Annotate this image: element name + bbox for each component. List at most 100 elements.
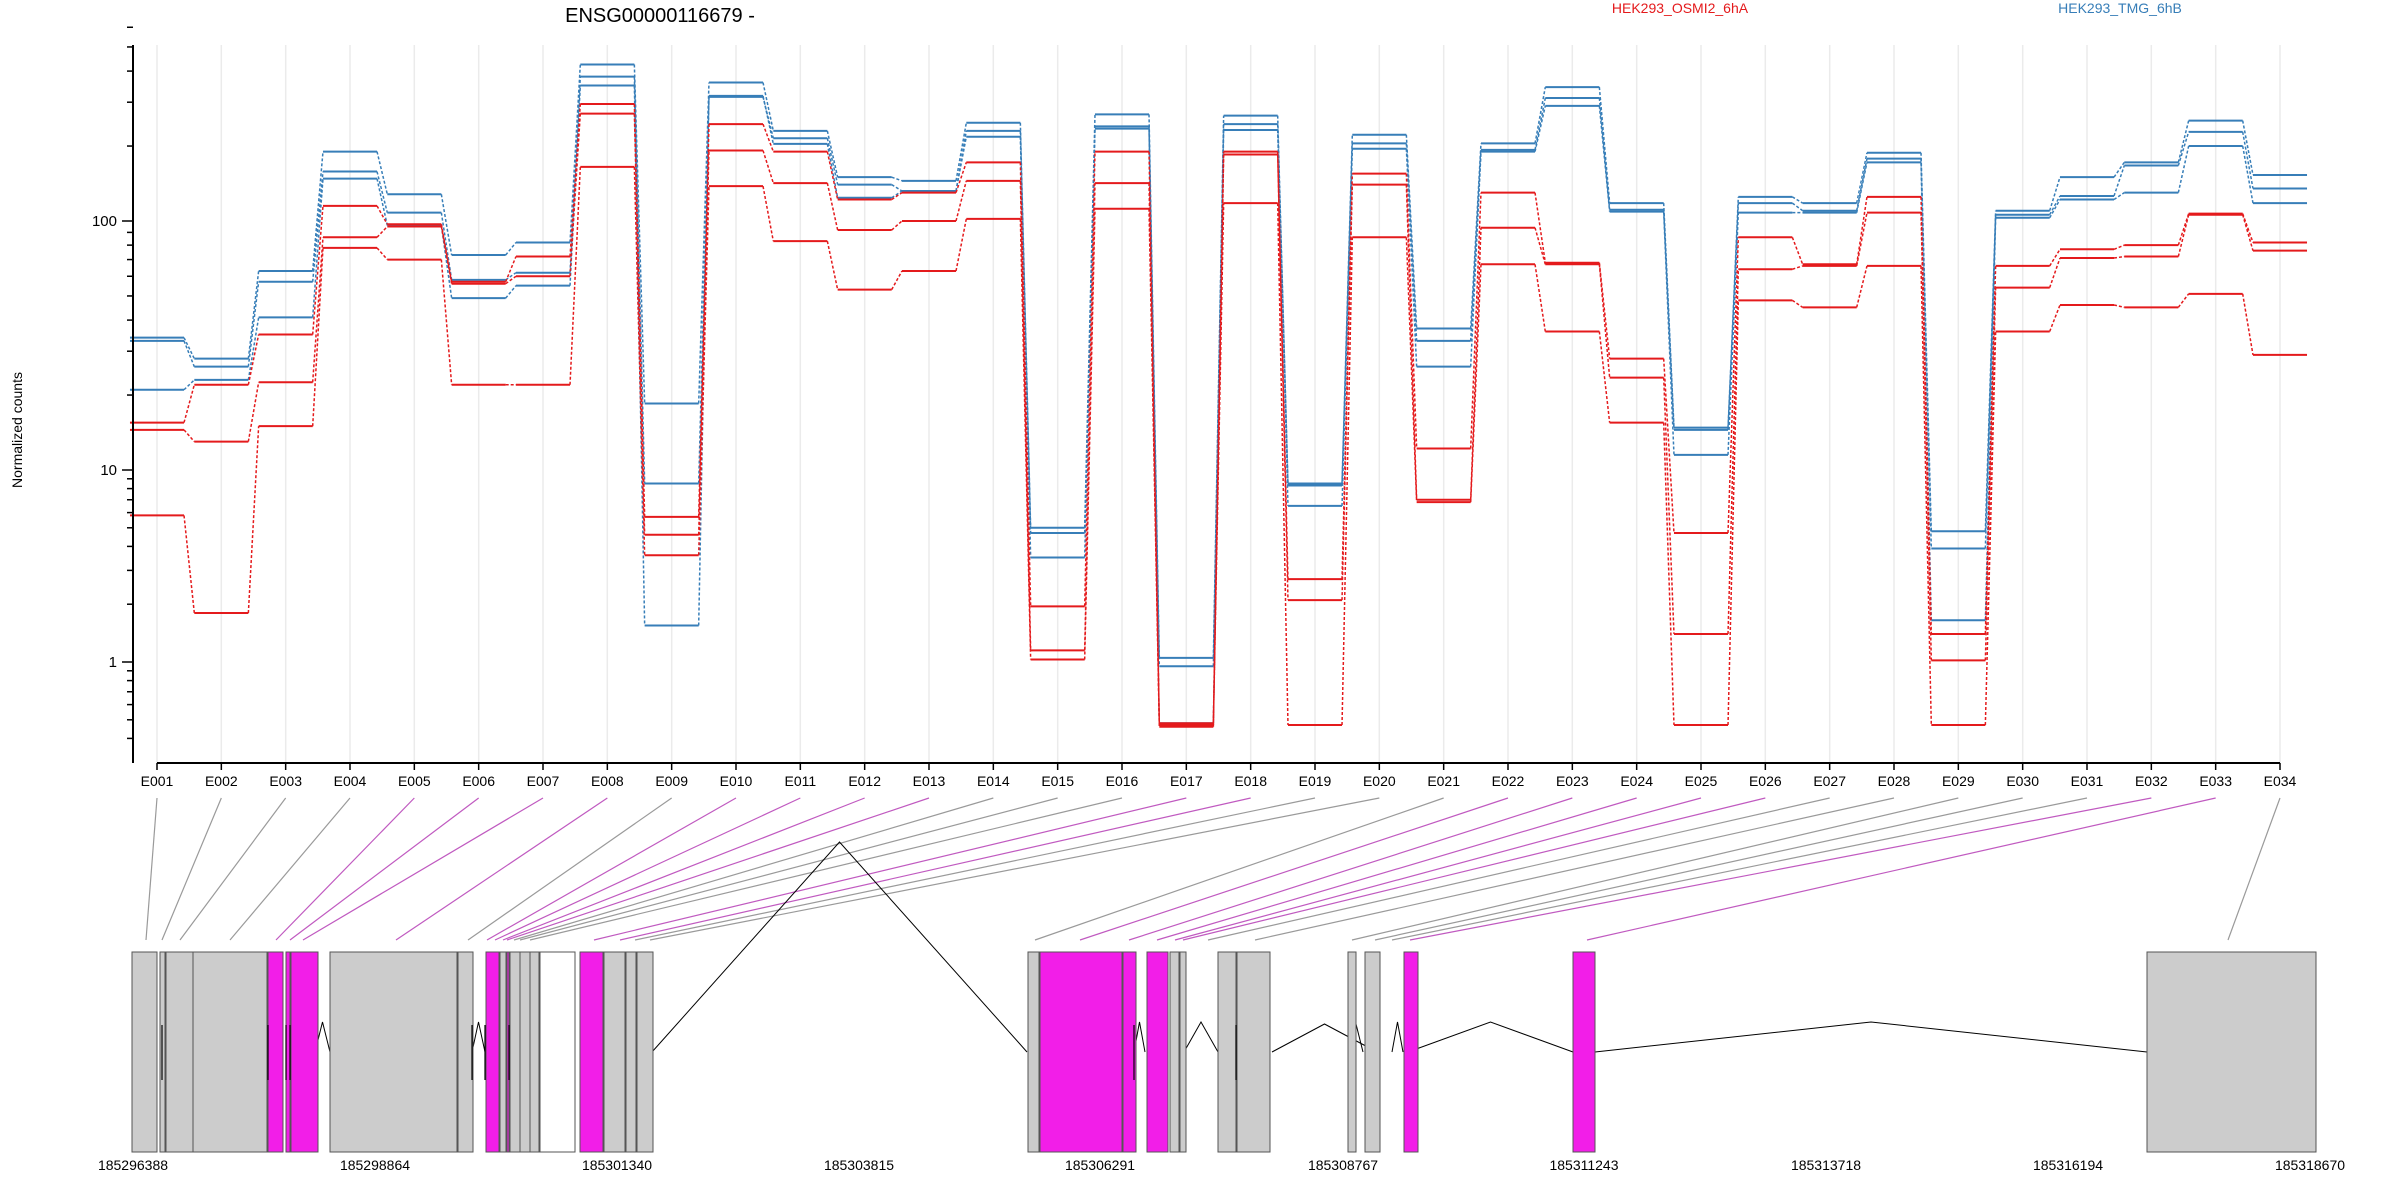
exon-transition [1598,262,1611,359]
intron-line [1407,1021,1574,1053]
exon-transition [247,317,260,381]
exon-transition [1598,264,1611,378]
exon-transition [1727,269,1740,634]
exon-block-highlighted [1039,951,1123,1153]
exon-transition [762,150,775,184]
exon-connector [467,797,673,941]
exon-transition [1791,237,1804,265]
exon-transition [1276,151,1289,580]
x-tick-label-e003: E003 [269,773,302,789]
exon-connector [1182,797,1766,941]
exon-transition [440,194,453,256]
exon-transition [2177,293,2190,308]
exon-block-highlighted [1146,951,1169,1153]
exon-transition [1727,203,1740,430]
exon-transition [505,241,517,256]
exon-block [457,951,474,1153]
exon-transition [2177,145,2190,193]
genomic-coordinate: 185303815 [824,1157,894,1173]
exon-transition [762,95,775,145]
exon-transition [1405,173,1418,449]
exon-block [509,951,521,1153]
exon-block-highlighted [1122,951,1137,1153]
exon-transition [2177,213,2190,246]
exon-connector [1128,797,1573,941]
exon-transition [1083,208,1096,660]
exon-transition [2241,120,2254,176]
exon-transition [1855,196,1868,265]
exon-connector [486,797,737,941]
exon-transition [311,171,324,282]
x-tick-label-e029: E029 [1942,773,1975,789]
exon-transition [1469,151,1482,367]
exon-transition [376,205,388,225]
x-tick-label-e028: E028 [1878,773,1911,789]
x-tick-label-e030: E030 [2006,773,2039,789]
exon-transition [955,218,968,272]
exon-transition [311,178,324,318]
exon-transition [1920,152,1933,532]
exon-transition [183,429,195,443]
exon-transition [247,334,260,385]
exon-block [1169,951,1180,1153]
axes: 1 10 100 E001 E002 E003 E004 E005 E006 E007 E008 E0… [92,26,2297,789]
exon-transition [2049,248,2061,267]
x-tick-label-e004: E004 [334,773,367,789]
exon-connector [1254,797,1895,941]
exon-block [192,951,268,1153]
exon-transition [1019,136,1032,558]
exon-transition [1598,331,1611,423]
exon-transition [826,182,839,231]
x-tick-label-e020: E020 [1363,773,1396,789]
exon-transition [1469,227,1482,500]
exon-transition [1855,265,1868,308]
x-tick-label-e013: E013 [913,773,946,789]
exon-block-highlighted [290,951,319,1153]
exon-transition [1662,358,1675,534]
exon-transition [1984,331,1997,725]
exon-transition [1212,154,1225,727]
exon-connector [1156,797,1637,941]
exon-transition [1791,202,1804,212]
intron-line [1594,1021,2148,1053]
genomic-coordinate: 185308767 [1308,1157,1378,1173]
exon-transition [955,180,968,222]
gene-model-track: 185296388 185298864 185301340 185303815 1853… [98,841,2345,1173]
exon-connector [1207,797,1830,941]
exon-transition [697,186,710,556]
exon-transition [569,103,582,257]
exon-transition [376,171,389,213]
exon-transition [826,130,839,178]
exon-transition [1791,299,1804,308]
exon-transition [2113,161,2125,178]
intron-line [471,1021,486,1053]
exon-connector [529,797,1123,941]
x-tick-label-e007: E007 [527,773,560,789]
exon-transition [1019,180,1032,651]
y-tick-label: 10 [100,462,117,479]
exon-transition [311,205,324,335]
exon-transition [1212,203,1225,725]
exon-connector [302,797,544,941]
exon-block-highlighted [1572,951,1596,1153]
vertical-gridlines [156,45,2281,763]
exon-transition [2113,244,2125,250]
exon-transition [1341,173,1354,580]
exon-block [519,951,531,1153]
exon-connector [1034,797,1444,941]
exon-transition [2241,293,2254,355]
x-tick-label-e017: E017 [1170,773,1203,789]
genomic-coordinate: 185318670 [2275,1157,2345,1173]
exon-transition [1727,237,1740,533]
intron-line [1391,1021,1404,1053]
exon-transition [1855,212,1868,267]
exon-transition [2113,192,2125,201]
exon-transition [440,259,453,385]
exon-transition [955,122,968,181]
exon-transition [2241,131,2254,189]
exon-transition [1341,184,1354,601]
x-tick-label-e005: E005 [398,773,431,789]
exon-transition [376,226,388,238]
genomic-coordinate: 185296388 [98,1157,168,1173]
x-tick-label-e027: E027 [1813,773,1846,789]
